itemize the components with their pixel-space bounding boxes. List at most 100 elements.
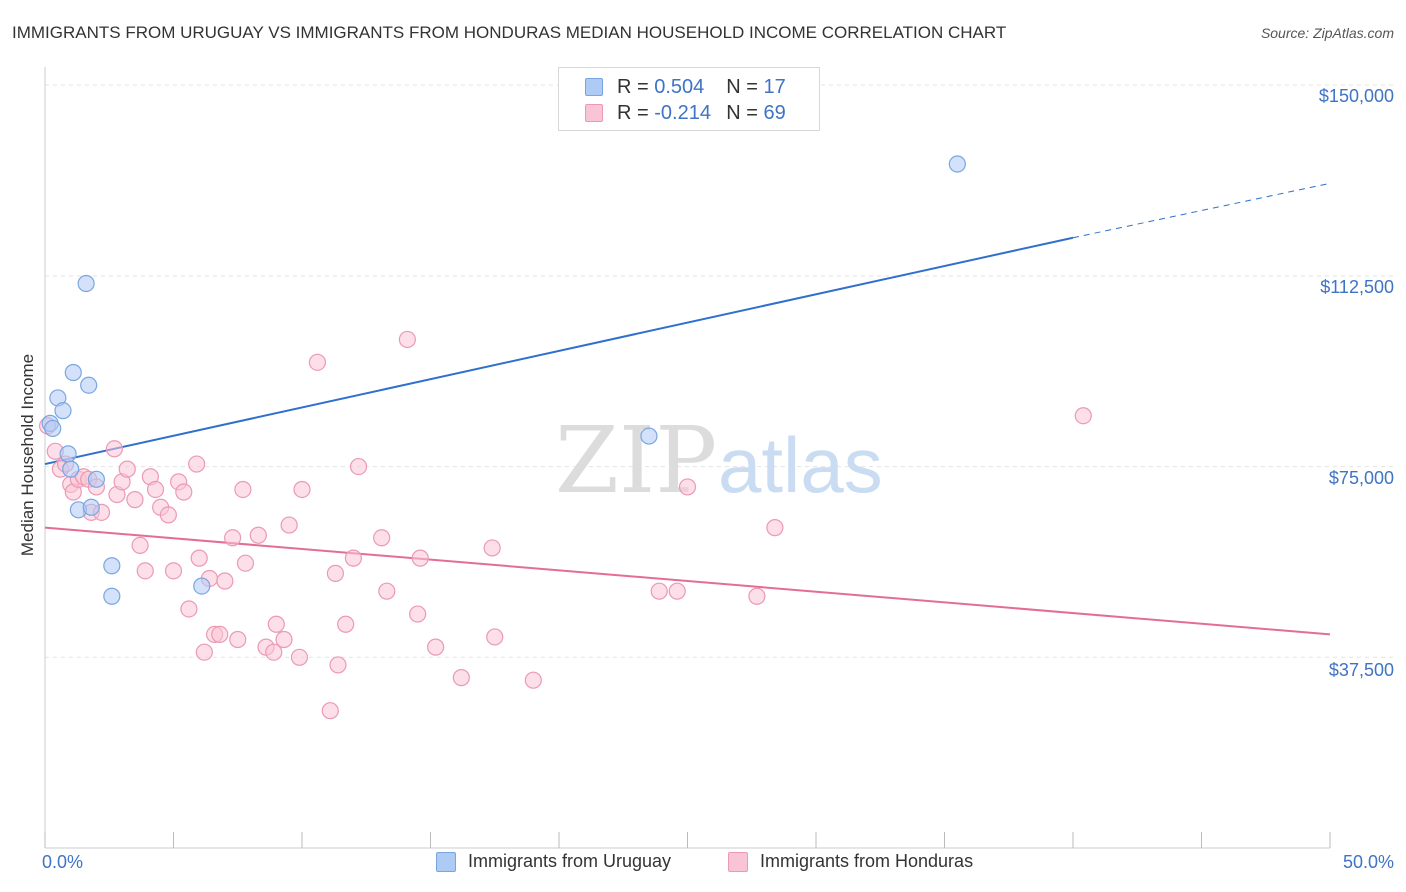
legend-r-label: R = <box>617 75 649 98</box>
data-point-uruguay <box>82 498 100 516</box>
data-point-honduras <box>378 582 396 600</box>
x-tick-label-min: 0.0% <box>42 852 84 872</box>
data-point-honduras <box>211 625 229 644</box>
data-point-uruguay <box>77 274 95 293</box>
data-point-honduras <box>344 549 362 567</box>
chart-title: IMMIGRANTS FROM URUGUAY VS IMMIGRANTS FR… <box>12 23 1007 42</box>
data-point-uruguay <box>103 587 121 605</box>
data-point-honduras <box>293 480 311 499</box>
data-point-honduras <box>398 330 416 349</box>
data-point-honduras <box>234 480 252 499</box>
data-point-honduras <box>290 648 309 666</box>
data-point-honduras <box>483 539 501 557</box>
data-point-honduras <box>105 440 123 458</box>
legend-n-label: N = <box>726 101 758 124</box>
legend-swatch-uruguay <box>585 78 603 96</box>
data-point-honduras <box>126 491 144 509</box>
data-point-honduras <box>265 643 283 661</box>
data-point-honduras <box>409 605 427 623</box>
legend-r-value: -0.214 <box>654 101 711 124</box>
data-point-honduras <box>229 630 247 649</box>
bottom-legend-uruguay: Immigrants from Uruguay <box>436 851 671 872</box>
data-point-uruguay <box>640 427 658 445</box>
y-tick-label-112500: $112,500 <box>1320 277 1394 297</box>
data-point-honduras <box>678 478 697 496</box>
data-point-honduras <box>650 582 668 600</box>
data-point-honduras <box>224 529 242 547</box>
data-point-honduras <box>249 526 267 544</box>
trend-lines <box>44 182 1331 636</box>
bottom-legend-label-honduras: Immigrants from Honduras <box>760 851 974 871</box>
legend-n-label: N = <box>726 75 758 98</box>
data-point-uruguay <box>64 363 82 382</box>
data-point-honduras <box>337 615 355 633</box>
data-point-honduras <box>427 638 445 656</box>
data-point-honduras <box>748 587 766 605</box>
legend-n-value: 69 <box>763 101 786 124</box>
bottom-legend-label-uruguay: Immigrants from Uruguay <box>468 851 672 871</box>
data-point-honduras <box>131 536 149 555</box>
stats-legend: R = 0.504 N = 17 R = -0.214 N = 69 <box>558 67 820 131</box>
data-point-uruguay <box>54 402 72 420</box>
y-tick-label-37500: $37,500 <box>1328 660 1394 680</box>
data-point-honduras <box>275 630 293 649</box>
data-point-honduras <box>146 480 165 499</box>
legend-swatch-honduras <box>585 104 603 122</box>
data-point-uruguay <box>948 155 966 173</box>
data-point-uruguay <box>62 460 80 478</box>
data-points <box>38 155 1092 720</box>
x-tick-label-max: 50.0% <box>1342 852 1394 872</box>
trend-line-extension-0 <box>1072 182 1331 239</box>
trend-line-0 <box>44 236 1074 466</box>
data-point-honduras <box>349 457 368 476</box>
data-point-uruguay <box>193 577 211 595</box>
bottom-legend-swatch-uruguay <box>436 851 456 872</box>
y-tick-label-150000: $150,000 <box>1318 86 1394 106</box>
data-point-honduras <box>195 643 213 661</box>
data-point-honduras <box>766 519 784 537</box>
data-point-honduras <box>308 353 327 371</box>
axes <box>44 67 1331 849</box>
data-point-honduras <box>1074 407 1092 425</box>
data-point-honduras <box>236 554 255 572</box>
legend-row-uruguay: R = 0.504 N = 17 <box>585 75 786 99</box>
data-point-uruguay <box>103 557 121 575</box>
legend-r-value: 0.504 <box>654 75 705 98</box>
bottom-legend-swatch-honduras <box>728 851 748 872</box>
data-point-honduras <box>164 562 183 580</box>
legend-n-value: 17 <box>763 75 786 98</box>
data-point-honduras <box>188 455 206 473</box>
data-point-uruguay <box>80 376 98 394</box>
watermark-atlas: atlas <box>718 421 883 509</box>
data-point-uruguay <box>44 419 62 438</box>
data-point-honduras <box>486 628 504 646</box>
watermark: ZIP atlas <box>555 407 883 514</box>
data-point-honduras <box>216 572 234 590</box>
data-point-uruguay <box>59 445 77 463</box>
legend-r-label: R = <box>617 101 649 124</box>
bottom-legend-honduras: Immigrants from Honduras <box>728 851 973 872</box>
data-point-honduras <box>190 549 208 567</box>
data-point-honduras <box>524 671 542 689</box>
data-point-honduras <box>452 669 470 687</box>
source-label: Source: ZipAtlas.com <box>1260 25 1394 41</box>
data-point-honduras <box>267 615 285 633</box>
legend-row-honduras: R = -0.214 N = 69 <box>585 101 786 125</box>
data-point-uruguay <box>87 470 106 488</box>
data-point-honduras <box>373 529 391 547</box>
trend-line-1 <box>44 526 1331 636</box>
data-point-honduras <box>118 460 136 478</box>
data-point-honduras <box>180 600 198 618</box>
data-point-honduras <box>411 549 429 567</box>
watermark-zip: ZIP <box>555 407 717 514</box>
data-point-honduras <box>321 702 339 720</box>
y-tick-label-75000: $75,000 <box>1328 468 1394 488</box>
data-point-honduras <box>136 562 154 580</box>
data-point-honduras <box>280 516 298 534</box>
data-point-honduras <box>159 506 177 524</box>
data-point-honduras <box>326 564 345 582</box>
data-point-honduras <box>668 582 686 600</box>
data-point-honduras <box>329 656 347 674</box>
data-point-honduras <box>175 483 193 501</box>
